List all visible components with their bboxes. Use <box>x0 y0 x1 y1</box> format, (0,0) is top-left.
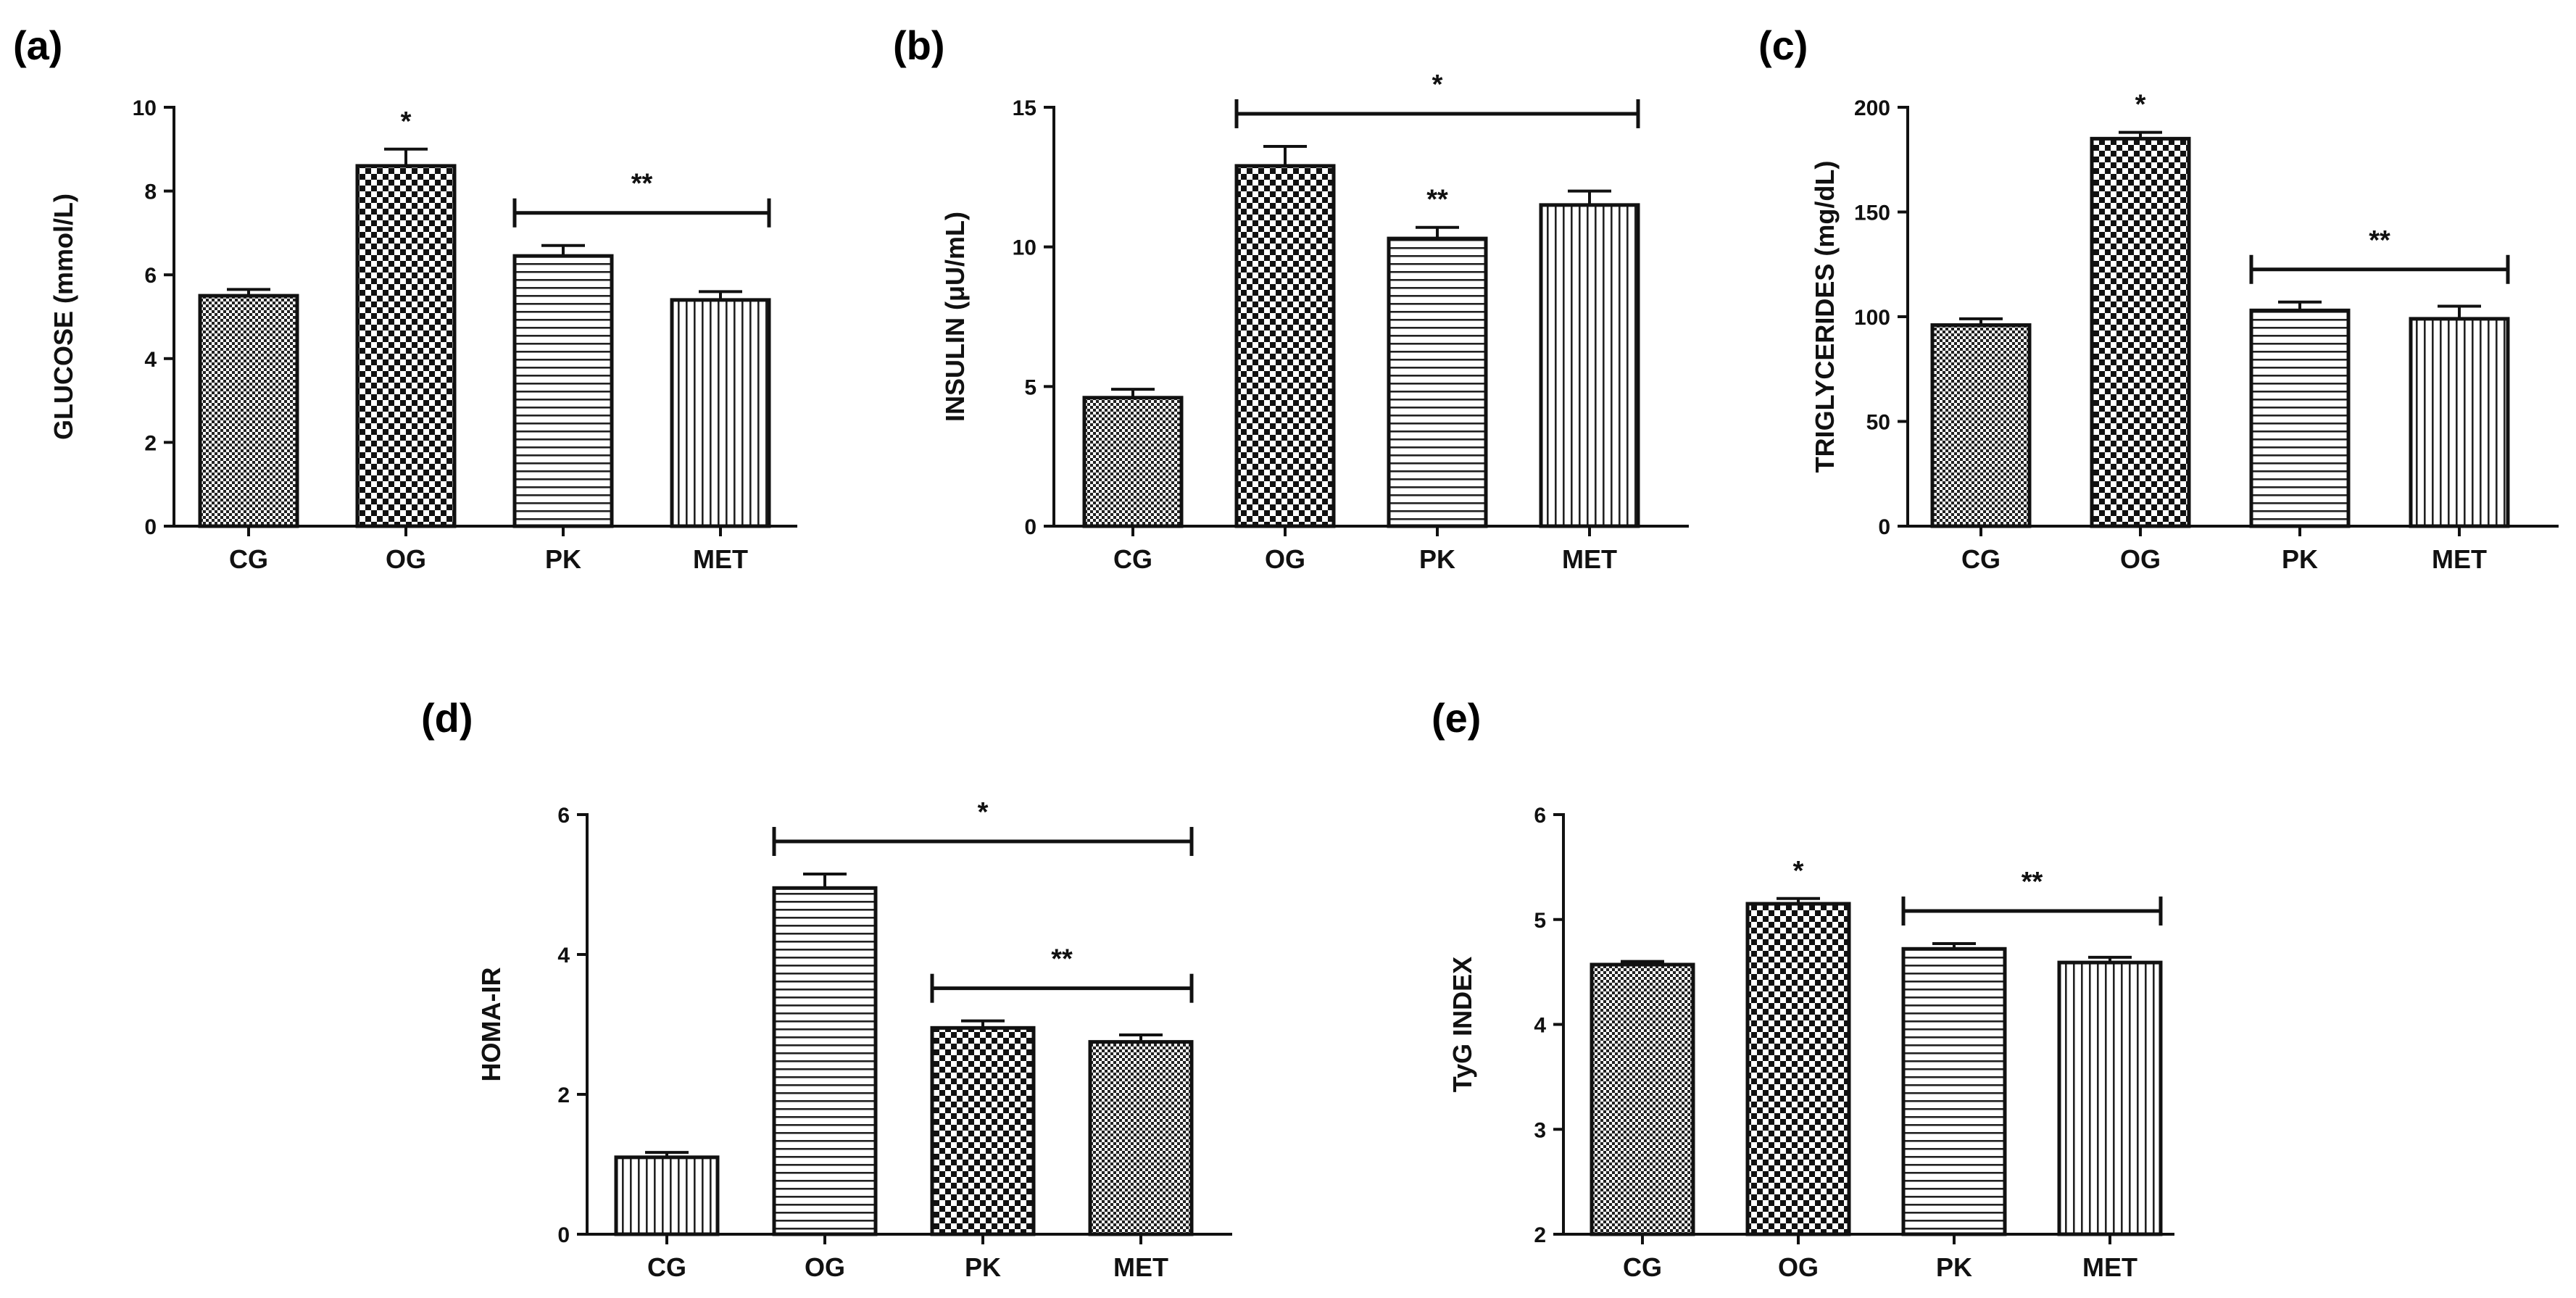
y-tick-label: 100 <box>1854 306 1890 330</box>
x-tick-label: CG <box>1113 544 1152 574</box>
x-tick-label: OG <box>1778 1252 1819 1282</box>
bar-cg <box>198 294 299 528</box>
panel-label: (c) <box>1758 22 1808 68</box>
panel-label: (e) <box>1432 695 1481 741</box>
significance-label: * <box>978 797 989 828</box>
significance-label: * <box>1793 856 1804 886</box>
bar-og <box>772 886 878 1236</box>
x-tick-label: MET <box>693 544 748 574</box>
y-axis-label: INSULIN (μU/mL) <box>940 212 970 422</box>
x-tick-label: OG <box>1265 544 1305 574</box>
y-axis-label: TyG INDEX <box>1447 957 1477 1092</box>
bar-met <box>2409 317 2510 528</box>
y-tick-label: 200 <box>1854 96 1890 120</box>
x-tick-label: MET <box>1113 1252 1168 1282</box>
y-tick-label: 10 <box>1013 236 1036 260</box>
bar-pk <box>1901 947 2007 1236</box>
x-tick-label: MET <box>2082 1252 2137 1282</box>
bar-met <box>2057 960 2163 1236</box>
panel-label: (b) <box>893 22 945 68</box>
x-tick-label: MET <box>1562 544 1617 574</box>
x-tick-label: OG <box>2120 544 2161 574</box>
x-tick-label: OG <box>805 1252 845 1282</box>
bar-cg <box>1930 323 2032 528</box>
x-tick-label: CG <box>1623 1252 1662 1282</box>
y-tick-label: 2 <box>557 1083 570 1107</box>
x-tick-label: CG <box>647 1252 686 1282</box>
bar-cg <box>1590 962 1695 1236</box>
x-tick-label: PK <box>965 1252 1001 1282</box>
y-tick-label: 0 <box>144 515 157 539</box>
y-axis-label: TRIGLYCERIDES (mg/dL) <box>1810 161 1840 473</box>
y-tick-label: 5 <box>1024 375 1036 399</box>
y-tick-label: 50 <box>1866 411 1890 435</box>
x-tick-label: PK <box>2282 544 2318 574</box>
bar-og <box>355 164 457 528</box>
x-tick-label: PK <box>1419 544 1455 574</box>
y-tick-label: 0 <box>1024 515 1036 539</box>
y-axis-label: HOMA-IR <box>476 968 506 1082</box>
bar-cg <box>614 1155 720 1236</box>
y-tick-label: 4 <box>1534 1014 1546 1038</box>
x-tick-label: PK <box>1936 1252 1972 1282</box>
significance-label: * <box>401 107 412 137</box>
bar-og <box>1234 164 1336 528</box>
y-tick-label: 15 <box>1013 96 1036 120</box>
y-tick-label: 6 <box>144 264 157 288</box>
y-tick-label: 2 <box>1534 1223 1546 1247</box>
bar-pk <box>1387 236 1488 528</box>
bar-cg <box>1082 396 1184 528</box>
bar-pk <box>2249 308 2351 528</box>
panel-label: (a) <box>13 22 62 68</box>
y-tick-label: 6 <box>1534 804 1546 828</box>
bar-pk <box>512 254 614 528</box>
bar-met <box>1539 203 1640 528</box>
y-tick-label: 8 <box>144 180 157 204</box>
bar-og <box>1745 902 1851 1236</box>
significance-label: ** <box>631 169 653 199</box>
x-tick-label: MET <box>2432 544 2487 574</box>
significance-label: ** <box>1426 185 1448 215</box>
bar-pk <box>930 1025 1036 1236</box>
significance-label: ** <box>2369 225 2390 256</box>
x-tick-label: PK <box>545 544 581 574</box>
x-tick-label: OG <box>386 544 426 574</box>
panel-label: (d) <box>421 695 473 741</box>
y-tick-label: 5 <box>1534 909 1546 933</box>
y-tick-label: 6 <box>557 804 570 828</box>
y-tick-label: 3 <box>1534 1118 1546 1142</box>
y-tick-label: 150 <box>1854 201 1890 225</box>
significance-label: * <box>2135 90 2146 120</box>
y-tick-label: 10 <box>133 96 157 120</box>
significance-label: * <box>1432 70 1443 100</box>
x-tick-label: CG <box>229 544 268 574</box>
bar-met <box>1088 1040 1194 1236</box>
y-axis-label: GLUCOSE (mmol/L) <box>49 194 78 440</box>
bar-og <box>2090 136 2191 528</box>
y-tick-label: 2 <box>144 431 157 455</box>
y-tick-label: 4 <box>144 348 157 372</box>
chart-panel-3: (c) TRIGLYCERIDES (mg/dL) 0 50 100 150 200 CG OG… <box>1758 22 2559 574</box>
x-tick-label: CG <box>1961 544 2000 574</box>
bar-met <box>670 298 771 528</box>
y-tick-label: 4 <box>557 944 570 968</box>
y-tick-label: 0 <box>1878 515 1890 539</box>
significance-label: ** <box>2022 867 2043 897</box>
y-tick-label: 0 <box>557 1223 570 1247</box>
significance-label: ** <box>1051 944 1073 975</box>
